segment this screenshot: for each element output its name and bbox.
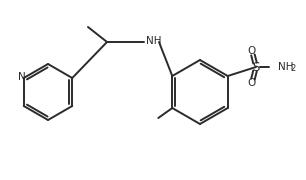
Text: 2: 2 xyxy=(290,64,295,73)
Text: S: S xyxy=(252,60,260,73)
Text: O: O xyxy=(248,78,256,88)
Text: NH: NH xyxy=(146,36,162,46)
Text: O: O xyxy=(248,46,256,56)
Text: N: N xyxy=(18,72,26,82)
Text: NH: NH xyxy=(278,62,293,72)
